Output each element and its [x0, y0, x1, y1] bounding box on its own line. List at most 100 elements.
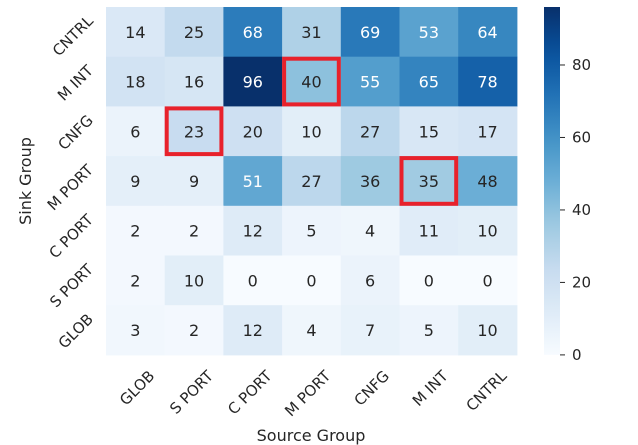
heatmap-cell [282, 305, 342, 356]
heatmap-cell [340, 205, 400, 256]
y-tick-label: S PORT [46, 260, 97, 311]
cell-value-label: 9 [189, 172, 199, 191]
x-tick-label: S PORT [166, 366, 217, 417]
cell-value-label: 15 [419, 122, 439, 141]
cell-value-label: 23 [184, 122, 204, 141]
cell-value-label: 0 [306, 271, 316, 290]
colorbar-tick-label: 80 [572, 56, 591, 74]
heatmap-cells [106, 7, 518, 356]
cell-value-label: 5 [424, 321, 434, 340]
cell-value-label: 64 [477, 23, 497, 42]
x-tick-label: GLOB [116, 367, 158, 409]
heatmap-cell [458, 56, 518, 107]
heatmap-cell [282, 205, 342, 256]
cell-value-label: 9 [130, 172, 140, 191]
heatmap-cell [458, 205, 518, 256]
heatmap-cell [340, 106, 400, 157]
heatmap-cell [340, 156, 400, 207]
heatmap-cell [282, 106, 342, 157]
cell-value-label: 36 [360, 172, 380, 191]
cell-value-label: 0 [424, 271, 434, 290]
y-tick-label: M PORT [44, 160, 98, 214]
heatmap-cell [164, 56, 224, 107]
heatmap-cell [340, 305, 400, 356]
heatmap-cell [106, 7, 166, 58]
colorbar-tick-label: 60 [572, 128, 591, 146]
cell-value-label: 16 [184, 73, 204, 92]
x-tick-label: CNTRL [463, 367, 511, 415]
heatmap-cell [106, 56, 166, 107]
cell-value-label: 4 [365, 222, 375, 241]
heatmap-cell [223, 205, 283, 256]
cell-value-label: 12 [243, 321, 263, 340]
heatmap-cell [223, 7, 283, 58]
cell-value-label: 27 [301, 172, 321, 191]
cell-value-label: 17 [477, 122, 497, 141]
x-tick-labels: GLOB S PORT C PORT M PORT CNFG M INT CNTRL [116, 366, 511, 420]
heatmap-cell [164, 305, 224, 356]
cell-value-label: 12 [243, 222, 263, 241]
heatmap-cell [164, 156, 224, 207]
cell-value-label: 96 [243, 73, 263, 92]
highlight-box [399, 156, 459, 206]
heatmap-cell [164, 255, 224, 306]
heatmap-cell [223, 56, 283, 107]
heatmap-cell [399, 7, 459, 58]
cell-value-label: 10 [477, 222, 497, 241]
y-tick-label: CNFG [54, 111, 96, 153]
heatmap-cell [164, 106, 224, 157]
cell-value-label: 18 [125, 73, 145, 92]
heatmap-cell [399, 156, 459, 207]
heatmap-cell [458, 156, 518, 207]
x-tick-label: CNFG [351, 367, 393, 409]
heatmap-cell [399, 106, 459, 157]
heatmap-cell [106, 305, 166, 356]
cell-value-label: 10 [477, 321, 497, 340]
cell-value-label: 11 [419, 222, 439, 241]
heatmap-cell [223, 106, 283, 157]
cell-value-label: 6 [365, 271, 375, 290]
heatmap-cell [340, 255, 400, 306]
heatmap-cell [106, 255, 166, 306]
cell-value-label: 2 [189, 321, 199, 340]
cell-value-label: 55 [360, 73, 380, 92]
cell-value-label: 20 [243, 122, 263, 141]
y-tick-label: C PORT [45, 210, 97, 262]
highlight-box [282, 56, 341, 107]
cell-value-label: 5 [306, 222, 316, 241]
cell-value-label: 3 [130, 321, 140, 340]
cell-value-label: 14 [125, 23, 145, 42]
highlight-boxes [164, 56, 459, 206]
colorbar-gradient [544, 7, 560, 355]
cell-value-label: 10 [301, 122, 321, 141]
heatmap-cell [282, 156, 342, 207]
cell-value-label: 69 [360, 23, 380, 42]
colorbar: 0 20 40 60 80 [544, 7, 591, 364]
x-tick-label: C PORT [224, 366, 276, 418]
cell-value-label: 51 [243, 172, 263, 191]
y-tick-label: GLOB [55, 310, 97, 352]
cell-value-label: 2 [130, 222, 140, 241]
heatmap-cell [458, 7, 518, 58]
heatmap-cell [164, 7, 224, 58]
cell-value-label: 2 [130, 271, 140, 290]
heatmap-cell [223, 305, 283, 356]
cell-value-label: 6 [130, 122, 140, 141]
heatmap-cell [223, 255, 283, 306]
cell-value-label: 4 [306, 321, 316, 340]
heatmap-cell [458, 305, 518, 356]
heatmap-cell [399, 56, 459, 107]
heatmap-cell [223, 156, 283, 207]
cell-value-label: 48 [477, 172, 497, 191]
heatmap-cell [340, 56, 400, 107]
cell-value-label: 65 [419, 73, 439, 92]
cell-value-label: 2 [189, 222, 199, 241]
cell-value-label: 78 [477, 73, 497, 92]
heatmap-cell [399, 305, 459, 356]
cell-value-label: 31 [301, 23, 321, 42]
heatmap-cell [340, 7, 400, 58]
heatmap-cell [282, 7, 342, 58]
